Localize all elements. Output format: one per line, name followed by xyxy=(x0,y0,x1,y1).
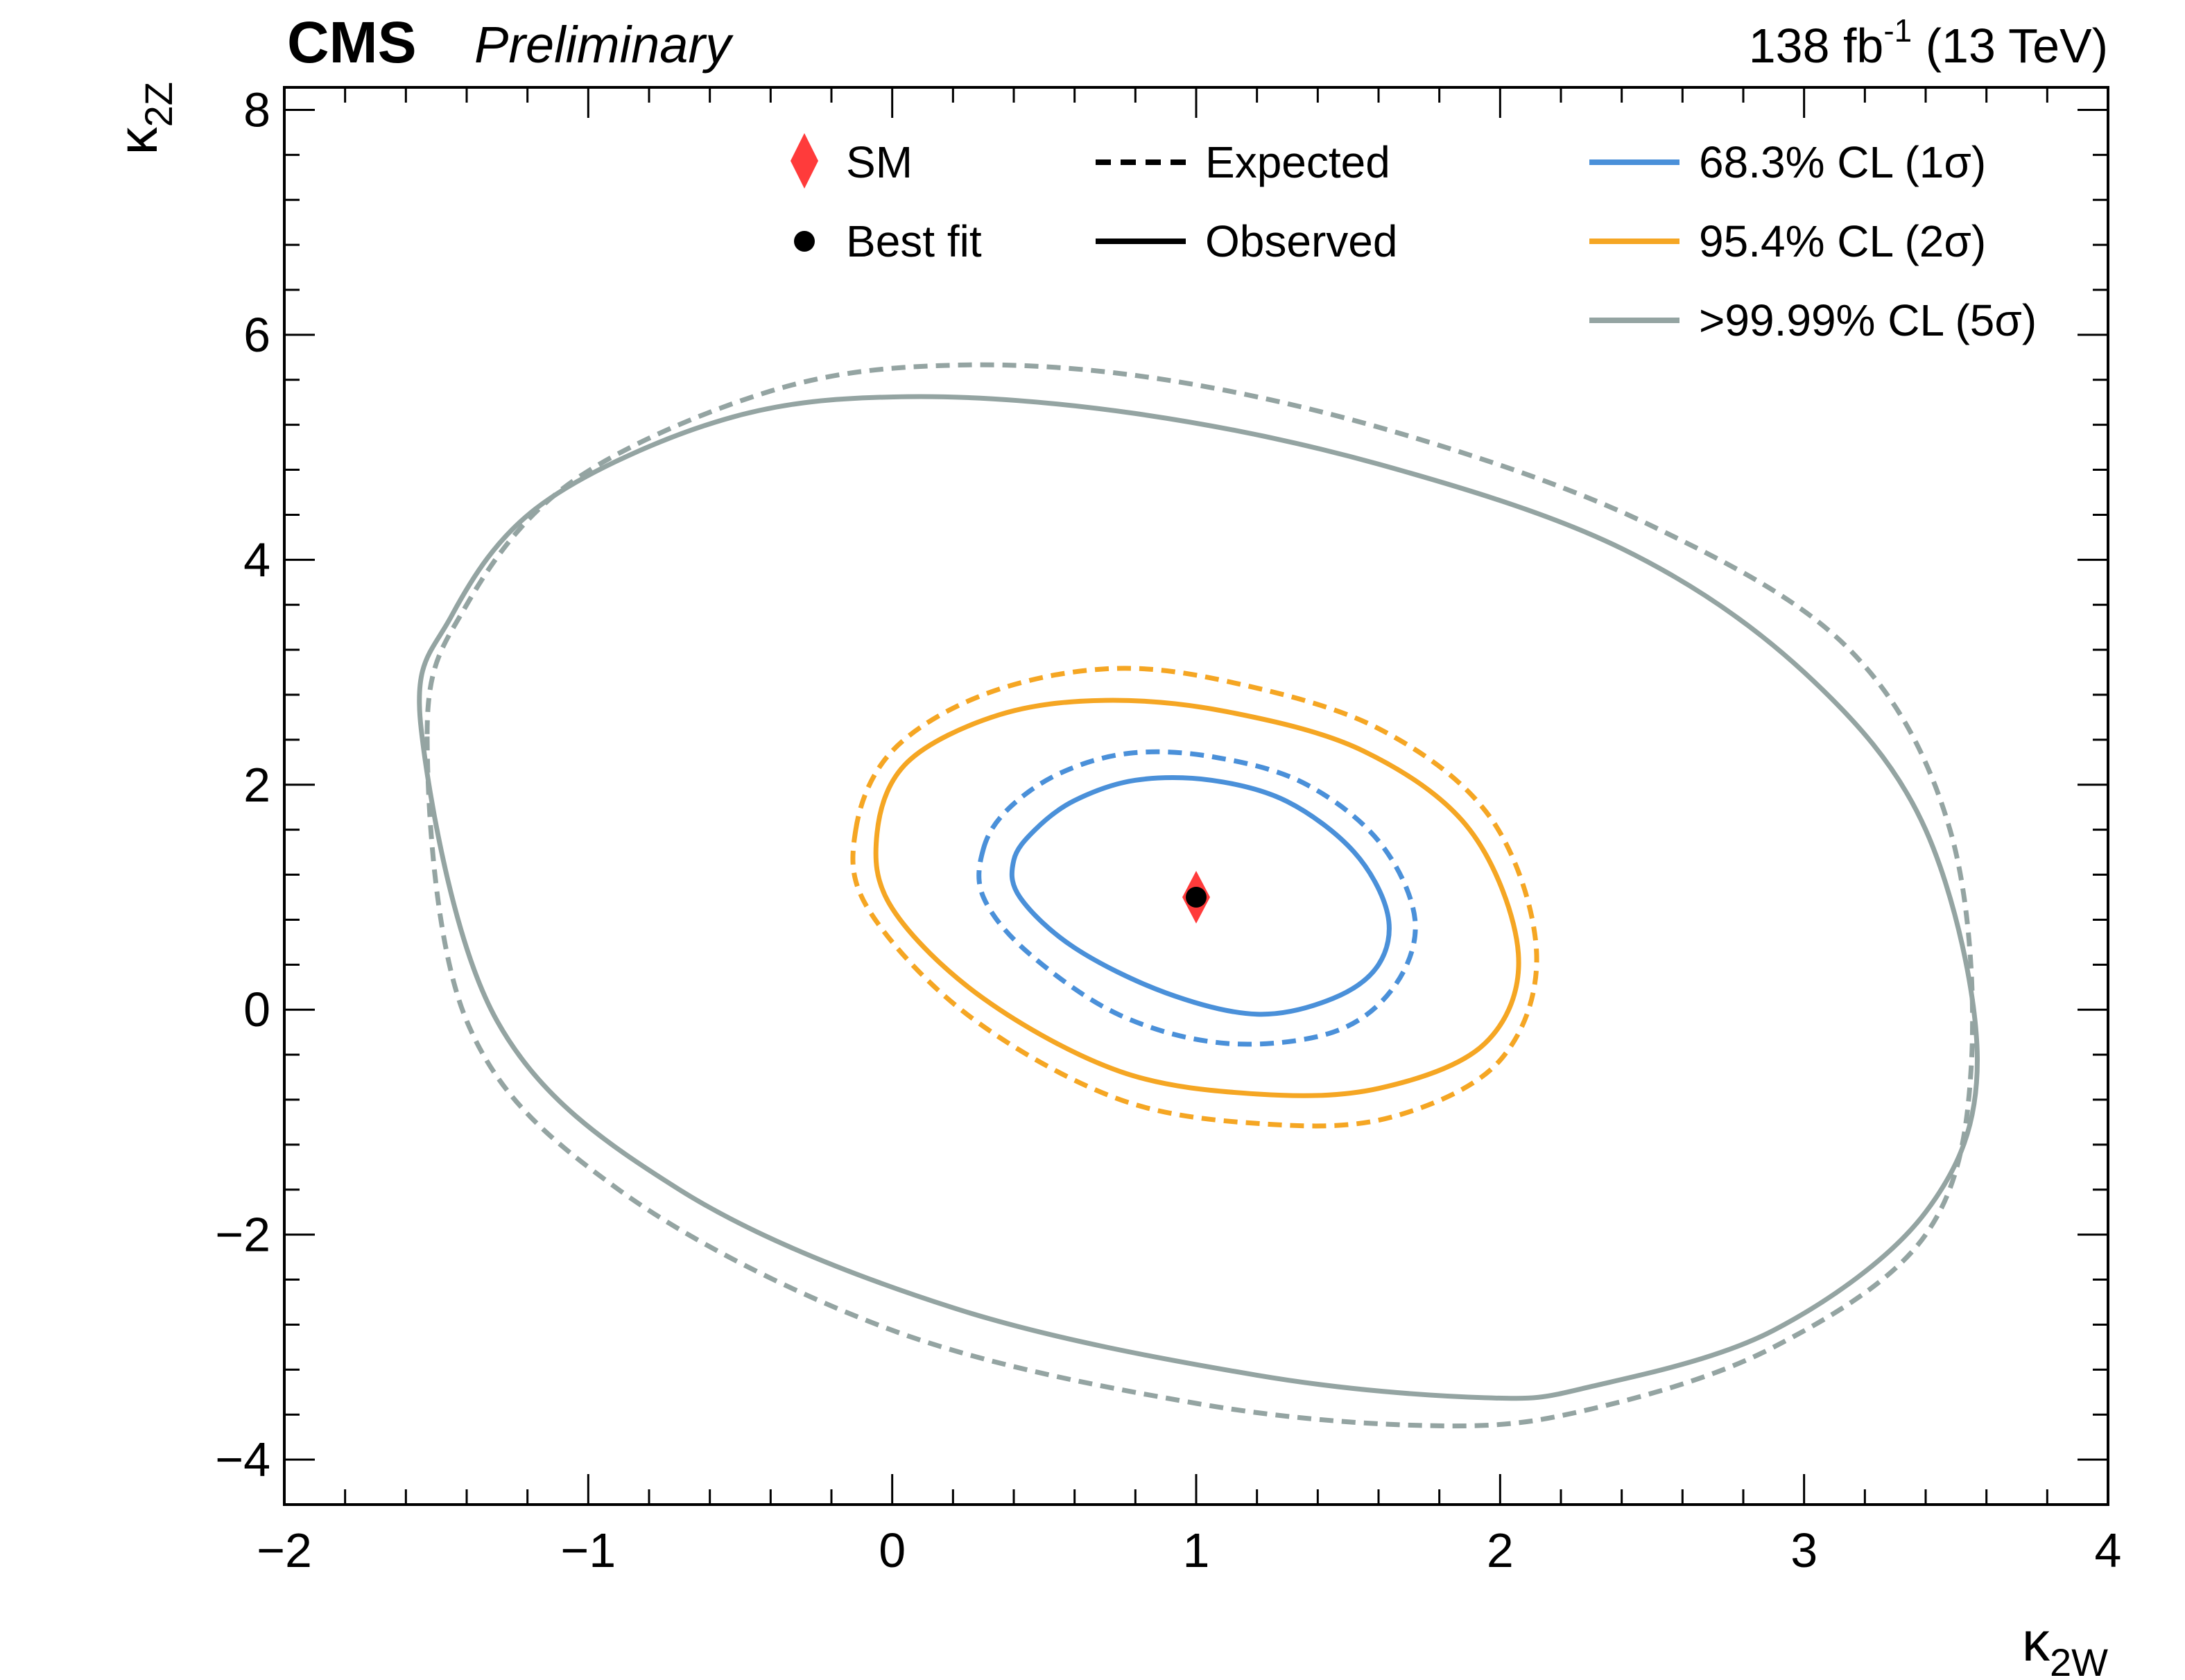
x-tick-label: 4 xyxy=(2095,1523,2122,1577)
x-tick-label: 0 xyxy=(879,1523,906,1577)
legend-best-fit-marker xyxy=(794,231,815,252)
x-tick-label: 1 xyxy=(1183,1523,1210,1577)
markers xyxy=(1182,871,1210,924)
lumi-value: 138 fb xyxy=(1749,19,1884,73)
y-tick-label: −2 xyxy=(215,1208,270,1262)
energy-label: (13 TeV) xyxy=(1912,19,2108,73)
legend-sm-label: SM xyxy=(846,137,913,187)
legend-observed-label: Observed xyxy=(1205,216,1397,266)
y-tick-label: 0 xyxy=(243,982,270,1037)
lumi-exponent: -1 xyxy=(1883,12,1912,49)
y-tick-label: 2 xyxy=(243,758,270,812)
contour-expected-95 xyxy=(850,666,1539,1129)
x-tick-label: −1 xyxy=(560,1523,616,1577)
legend-best-fit-label: Best fit xyxy=(846,216,982,266)
y-axis-title: κ2Z xyxy=(107,82,180,155)
x-tick-label: 2 xyxy=(1487,1523,1514,1577)
legend-5sigma-label: >99.99% CL (5σ) xyxy=(1699,295,2037,345)
luminosity-label: 138 fb-1 (13 TeV) xyxy=(1749,12,2108,73)
x-tick-label: −2 xyxy=(257,1523,312,1577)
x-axis-title: κ2W xyxy=(2022,1611,2108,1680)
legend: SM Best fit Expected Observed 68.3% CL (… xyxy=(791,133,2037,345)
x-axis-subscript: 2W xyxy=(2050,1640,2108,1680)
legend-68-label: 68.3% CL (1σ) xyxy=(1699,137,1986,187)
cms-label: CMS xyxy=(287,10,417,75)
contour-observed-95 xyxy=(873,698,1521,1098)
legend-95-label: 95.4% CL (2σ) xyxy=(1699,216,1986,266)
contour-expected-5sigma xyxy=(424,362,1976,1429)
y-axis-symbol: κ xyxy=(107,126,169,155)
preliminary-label: Preliminary xyxy=(474,16,734,73)
y-axis-subscript: 2Z xyxy=(137,82,180,127)
y-tick-label: 8 xyxy=(243,83,270,137)
y-tick-label: −4 xyxy=(215,1432,270,1487)
contours xyxy=(417,362,1980,1429)
y-tick-label: 6 xyxy=(243,308,270,362)
x-tick-label: 3 xyxy=(1790,1523,1817,1577)
axes: −2 −1 0 1 2 3 4 −4 −2 0 2 4 6 8 xyxy=(215,83,2121,1577)
best-fit-marker xyxy=(1186,887,1207,908)
legend-expected-label: Expected xyxy=(1205,137,1390,187)
y-tick-label: 4 xyxy=(243,532,270,587)
x-axis-symbol: κ xyxy=(2022,1611,2050,1672)
contour-observed-68 xyxy=(1009,775,1392,1017)
legend-sm-marker xyxy=(791,133,818,189)
contour-expected-68 xyxy=(976,749,1418,1047)
